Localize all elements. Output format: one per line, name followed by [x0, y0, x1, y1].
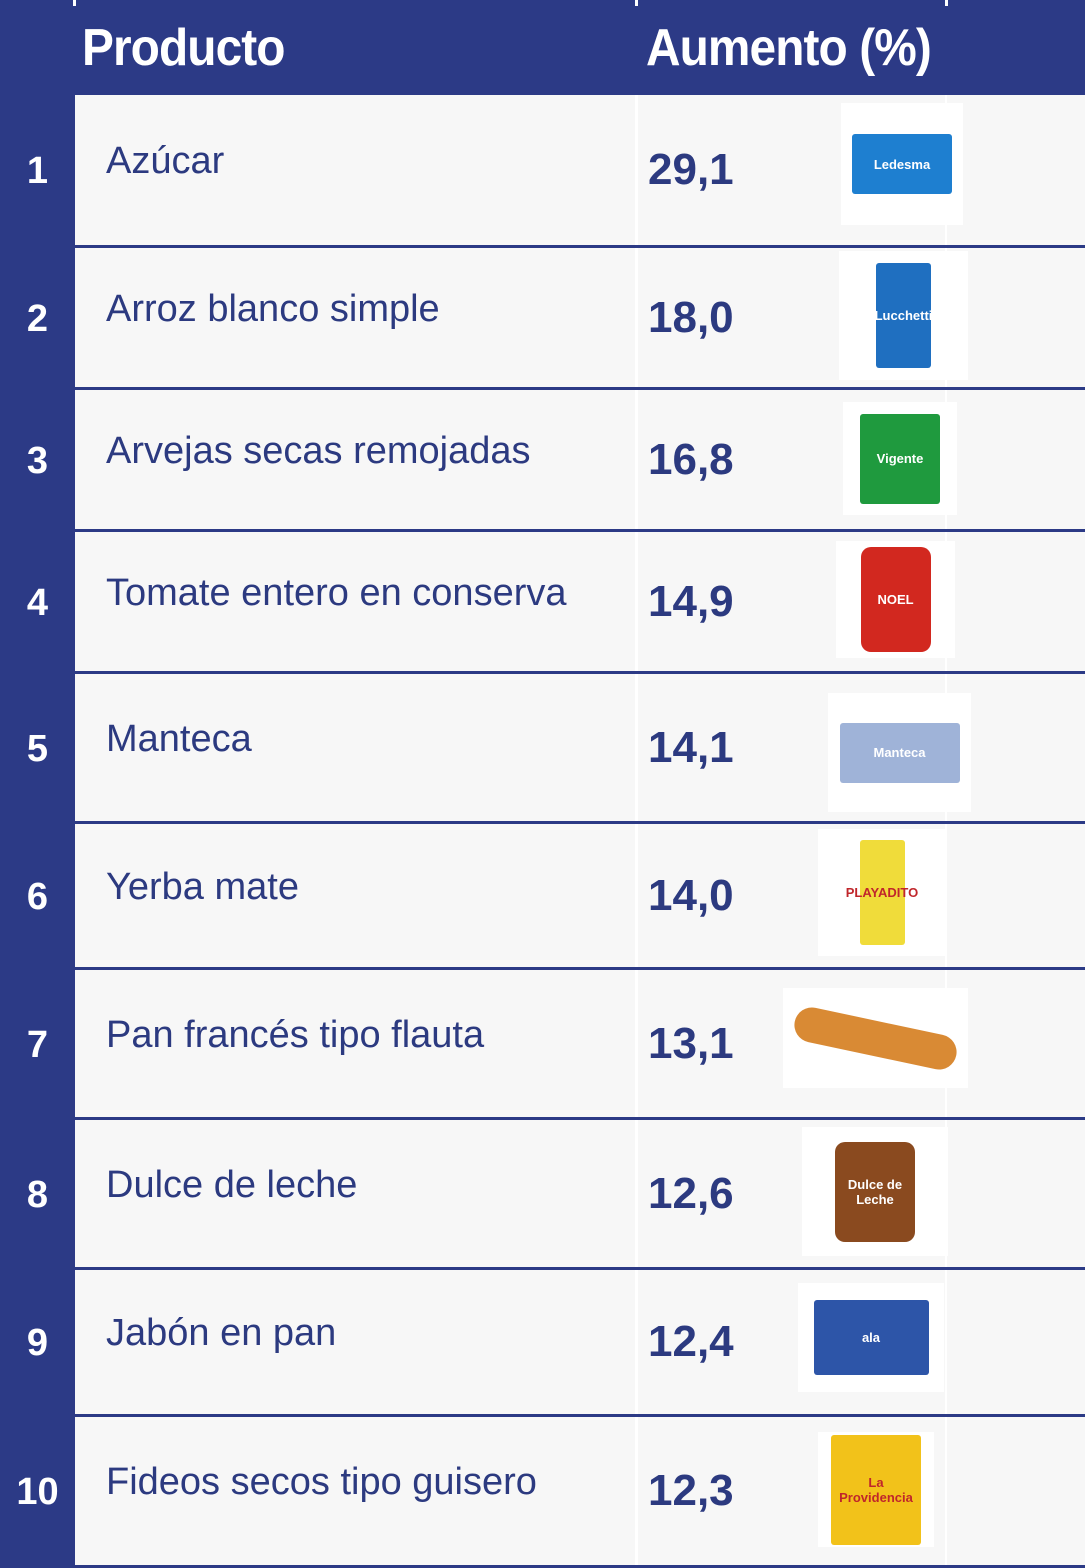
peas-box-image: Vigente [843, 402, 957, 515]
rank-number: 1 [26, 150, 49, 192]
column-divider [635, 248, 638, 387]
rice-package-image: Lucchetti [839, 251, 968, 380]
product-name: Arroz blanco simple [106, 287, 440, 330]
pasta-package-image: La Providencia [818, 1432, 934, 1547]
column-divider [635, 95, 638, 245]
column-divider [635, 1417, 638, 1565]
yerba-package-logo: PLAYADITO [846, 840, 918, 945]
increase-value: 13,1 [648, 1018, 734, 1068]
pasta-package-logo: La Providencia [831, 1434, 921, 1545]
product-name: Arvejas secas remojadas [106, 429, 531, 472]
divider-tick [73, 0, 76, 6]
dulce-de-leche-cup-logo: Dulce de Leche [835, 1141, 915, 1242]
butter-package-logo: Manteca [839, 722, 960, 783]
product-name: Azúcar [106, 140, 225, 182]
divider-tick [945, 0, 948, 6]
column-divider [945, 1270, 947, 1414]
column-divider [635, 970, 638, 1117]
increase-value: 12,3 [648, 1466, 734, 1515]
product-name: Jabón en pan [106, 1312, 337, 1354]
column-divider [635, 1270, 638, 1414]
sugar-package-logo: Ledesma [852, 134, 952, 194]
increase-value: 18,0 [648, 292, 734, 342]
sugar-package-image: Ledesma [841, 103, 963, 225]
column-divider [635, 824, 638, 967]
column-header-product: Producto [82, 19, 286, 77]
rank-number: 7 [26, 1023, 49, 1066]
rank-number: 5 [26, 727, 49, 770]
rank-number: 6 [26, 875, 49, 918]
tomato-can-image: NOEL [836, 541, 955, 658]
rice-package-logo: Lucchetti [875, 263, 932, 368]
soap-package-image: ala [798, 1283, 944, 1392]
column-divider [635, 532, 638, 671]
column-divider [635, 390, 638, 529]
increase-value: 14,0 [648, 870, 734, 920]
increase-value: 12,4 [648, 1317, 734, 1366]
bread-baguette-image [783, 988, 968, 1088]
rank-number: 3 [26, 439, 49, 482]
product-name: Manteca [106, 717, 252, 760]
divider-tick [635, 0, 638, 6]
rank-number: 2 [26, 297, 49, 340]
yerba-package-image: PLAYADITO [818, 829, 946, 956]
increase-value: 16,8 [648, 434, 734, 484]
product-name: Fideos secos tipo guisero [106, 1461, 537, 1503]
product-name: Pan francés tipo flauta [106, 1013, 485, 1056]
column-header-increase: Aumento (%) [646, 19, 932, 77]
rank-number: 8 [26, 1173, 49, 1216]
increase-value: 14,1 [648, 722, 734, 772]
column-divider [635, 1120, 638, 1267]
column-divider [945, 824, 947, 967]
rank-number: 9 [26, 1322, 49, 1364]
product-name: Tomate entero en conserva [106, 571, 567, 614]
tomato-can-logo: NOEL [860, 547, 931, 652]
peas-box-logo: Vigente [860, 413, 940, 504]
increase-value: 12,6 [648, 1168, 734, 1218]
product-name: Yerba mate [106, 865, 299, 908]
rank-number: 10 [16, 1471, 59, 1513]
column-divider [945, 1417, 947, 1565]
increase-value: 29,1 [648, 145, 734, 194]
butter-package-image: Manteca [828, 693, 971, 812]
column-divider [635, 674, 638, 821]
increase-value: 14,9 [648, 576, 734, 626]
bread-baguette-logo [791, 1003, 960, 1073]
product-name: Dulce de leche [106, 1163, 358, 1206]
dulce-de-leche-cup-image: Dulce de Leche [802, 1127, 948, 1256]
soap-package-logo: ala [813, 1300, 929, 1375]
rank-number: 4 [26, 581, 49, 624]
